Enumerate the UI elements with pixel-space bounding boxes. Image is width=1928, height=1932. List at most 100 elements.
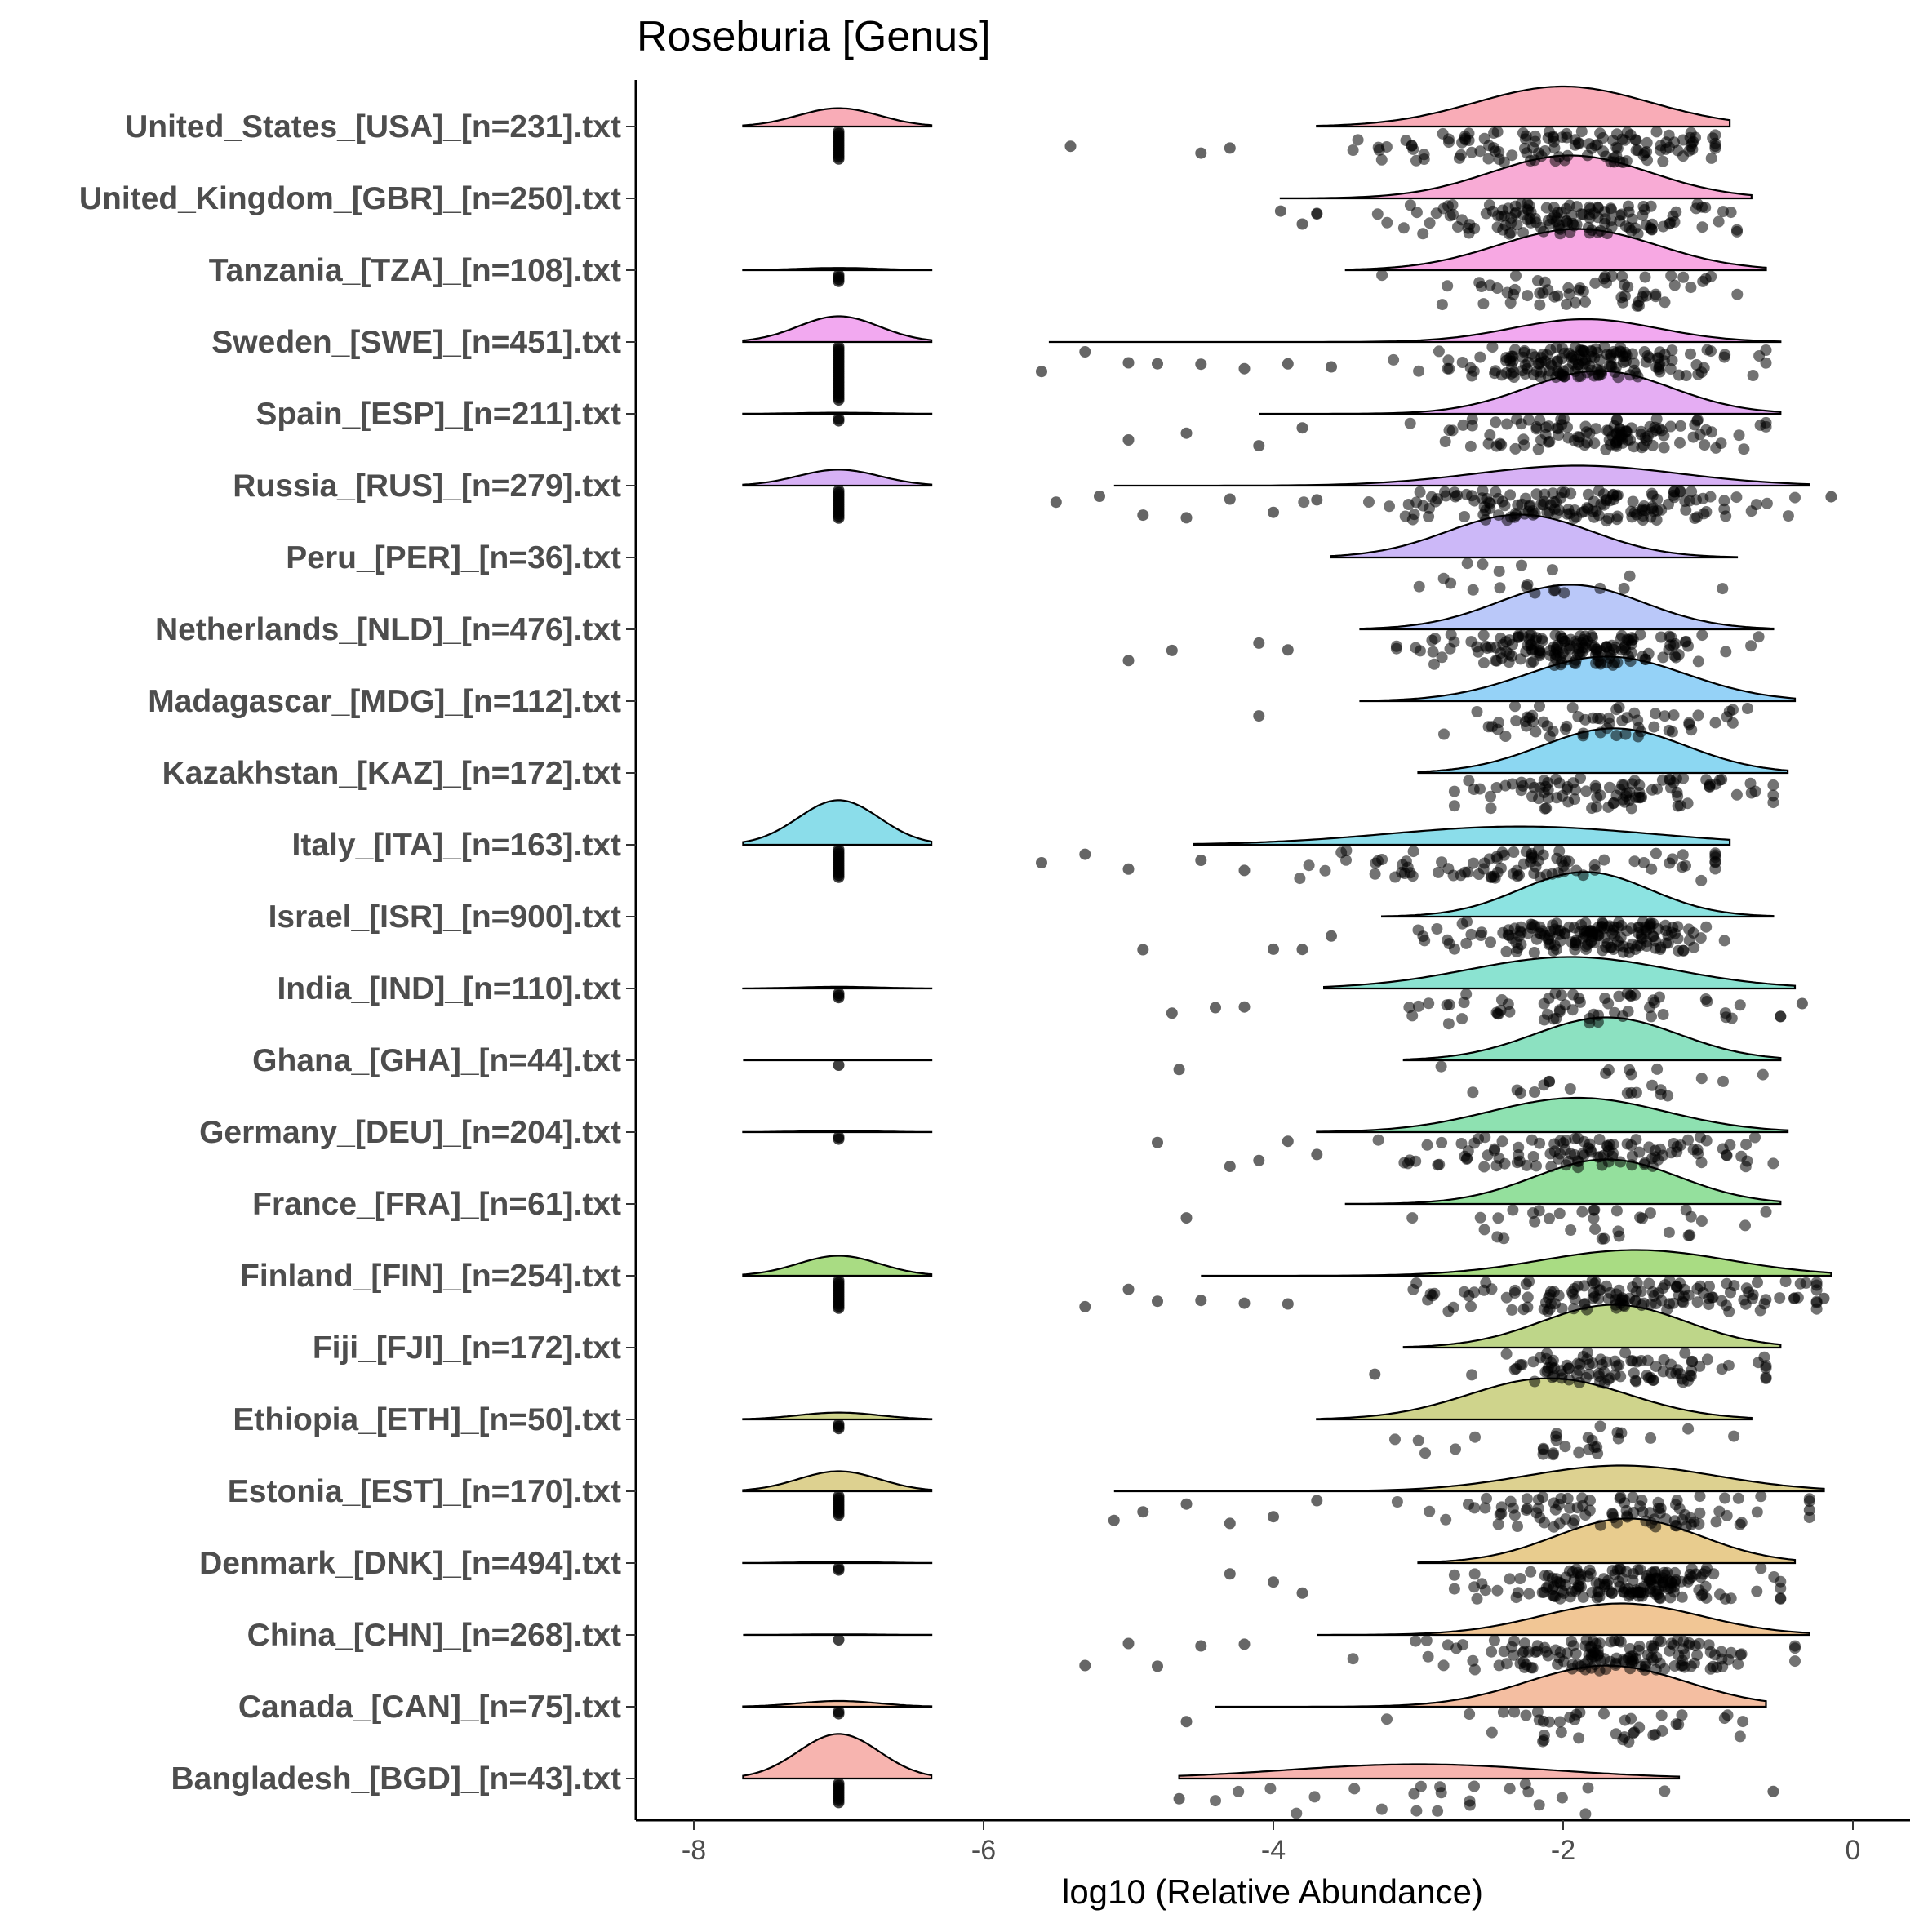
data-point (1520, 1278, 1532, 1290)
data-point (1737, 1716, 1749, 1728)
data-point (1657, 1009, 1669, 1020)
data-point (1477, 298, 1490, 310)
data-point (1518, 346, 1530, 358)
data-point (1656, 774, 1668, 786)
data-point (1648, 721, 1660, 733)
data-point (1500, 945, 1513, 957)
data-point (1545, 1161, 1557, 1173)
data-point (1422, 1294, 1434, 1306)
data-point (1264, 1783, 1277, 1795)
data-point (1655, 1088, 1667, 1100)
data-point (1533, 1799, 1545, 1811)
data-point (1502, 929, 1514, 941)
data-point (1637, 1506, 1649, 1518)
data-point (1649, 1729, 1661, 1740)
data-point (1506, 1304, 1518, 1316)
data-point (1511, 1157, 1523, 1169)
data-point (1610, 1288, 1623, 1300)
outlier-point (1122, 1637, 1135, 1650)
data-point (1677, 1376, 1689, 1388)
data-point (1532, 358, 1544, 370)
outlier-point (1152, 358, 1163, 370)
data-point (1464, 1708, 1476, 1720)
data-point (1683, 923, 1695, 935)
data-point (1486, 1726, 1498, 1739)
data-point (1626, 213, 1638, 225)
data-point (1677, 772, 1690, 784)
y-tick-label: Israel_[ISR]_[n=900].txt (269, 899, 621, 935)
outlier-point (1108, 1514, 1120, 1526)
data-point (1598, 273, 1610, 285)
data-point (1607, 135, 1619, 146)
data-point (1492, 1212, 1504, 1224)
data-point (1755, 1562, 1767, 1574)
y-tick-label: China_[CHN]_[n=268].txt (247, 1618, 621, 1653)
outlier-point (1122, 655, 1135, 667)
density-cloud (1215, 1664, 1767, 1708)
data-point (1632, 1587, 1644, 1599)
data-point (1468, 784, 1480, 795)
data-point (1521, 580, 1533, 593)
outlier-point (1268, 1511, 1279, 1523)
data-point (1570, 341, 1582, 353)
outlier-point (1282, 1298, 1294, 1310)
data-point (1516, 1359, 1528, 1370)
data-point (1442, 1305, 1455, 1317)
data-point (1479, 1502, 1491, 1514)
data-point (1741, 703, 1753, 714)
data-point (1749, 785, 1761, 797)
data-point (1412, 924, 1424, 936)
data-point (1612, 1432, 1624, 1445)
data-point (1504, 297, 1517, 309)
data-point (1504, 1783, 1516, 1795)
data-point (1291, 1807, 1303, 1819)
data-point (1674, 437, 1686, 449)
data-point (1650, 126, 1663, 138)
data-point (1613, 1575, 1625, 1588)
data-point (1517, 227, 1529, 239)
data-point (1650, 291, 1662, 303)
zero-density-cloud (742, 985, 933, 990)
data-point (1570, 635, 1582, 647)
data-point (1467, 584, 1479, 596)
zero-point (833, 415, 845, 427)
data-point (1370, 857, 1382, 869)
data-point (1553, 1517, 1566, 1530)
data-point (1647, 1374, 1659, 1386)
zero-point (833, 1423, 845, 1435)
data-point (1633, 1146, 1646, 1158)
outlier-point (1311, 208, 1323, 220)
data-point (1233, 1785, 1245, 1797)
data-point (1716, 1653, 1728, 1665)
data-point (1491, 1584, 1504, 1597)
data-point (1622, 200, 1634, 212)
data-point (1363, 496, 1375, 508)
data-point (1606, 1565, 1619, 1577)
data-point (1634, 1211, 1646, 1224)
data-point (1553, 1290, 1565, 1302)
density-cloud (1279, 154, 1753, 200)
data-point (1685, 1660, 1697, 1672)
data-point (1560, 1159, 1572, 1171)
data-point (1548, 584, 1560, 597)
data-point (1514, 653, 1526, 665)
data-point (1627, 1491, 1639, 1503)
data-point (1456, 1013, 1468, 1025)
outlier-point (1137, 1506, 1149, 1518)
data-point (1617, 357, 1629, 369)
data-point (1621, 434, 1633, 446)
outlier-point (1173, 1064, 1185, 1076)
outlier-point (1079, 1659, 1091, 1672)
data-point (1529, 1086, 1541, 1098)
outlier-point (1282, 358, 1294, 370)
data-point (1651, 504, 1664, 517)
data-point (1492, 1518, 1504, 1530)
data-point (1719, 1007, 1731, 1019)
data-point (1479, 1131, 1491, 1144)
y-tick-label: Peru_[PER]_[n=36].txt (286, 540, 621, 575)
data-point (1547, 487, 1559, 500)
outlier-point (1825, 491, 1837, 503)
data-point (1563, 855, 1575, 868)
data-point (1677, 1635, 1690, 1647)
data-point (1637, 439, 1650, 451)
